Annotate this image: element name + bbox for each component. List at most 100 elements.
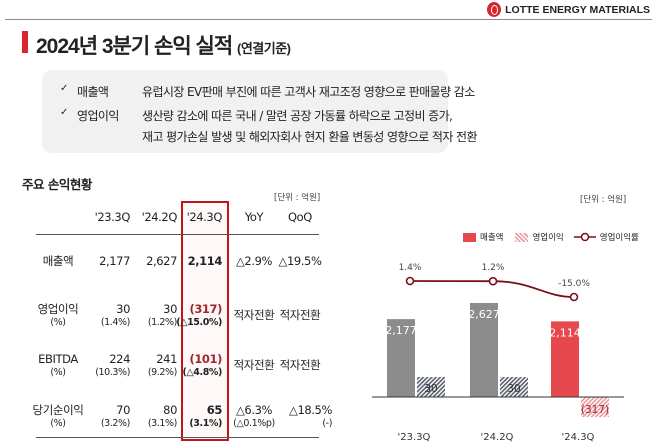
table-cell: 30 (1.4%) <box>70 302 131 329</box>
row-label: 매출액 <box>20 255 96 268</box>
cell-sub-value: (10.3%) <box>95 367 130 378</box>
x-tick-label: '24.3Q <box>562 432 595 443</box>
operating-profit-bar <box>581 397 609 417</box>
table-bottom-divider <box>36 437 319 438</box>
cell-sub-value: (△15.0%) <box>176 317 222 328</box>
cell-sub-value: (3.2%) <box>100 418 131 429</box>
operating-profit-bar <box>500 377 528 397</box>
cell-value: 적자전환 <box>233 358 275 372</box>
chart-unit: [단위 : 억원] <box>580 195 627 205</box>
cell-value: 2,177 <box>99 254 130 268</box>
table-cell: 2,627 <box>117 255 177 268</box>
table-cell: 224 (10.3%) <box>70 353 130 379</box>
cell-value: △18.5% <box>289 403 332 417</box>
table-unit: [단위 : 억원] <box>274 193 321 203</box>
cell-value: 224 <box>109 352 130 366</box>
row-label: 영업이익 (%) <box>20 303 96 329</box>
chart-legend: 매출액 영업이익 영업이익률 <box>463 231 639 243</box>
table-cell: (317) (△15.0%) <box>162 303 222 329</box>
cell-value: 80 <box>163 403 177 417</box>
cell-sub-value: (3.1%) <box>189 418 222 429</box>
table-cell: 2,177 <box>70 255 130 268</box>
cell-sub-value: (-) <box>322 418 332 429</box>
logo-mark-icon <box>487 2 502 17</box>
cell-value: 30 <box>116 302 130 316</box>
cell-value: 2,114 <box>187 254 223 268</box>
margin-point <box>488 276 498 286</box>
column-header: QoQ <box>288 210 312 224</box>
cell-sub-value: (9.2%) <box>147 367 178 378</box>
revenue-bar <box>470 303 498 397</box>
cell-sub-value: (1.4%) <box>100 317 131 328</box>
operating-profit-label: 30 <box>424 383 437 395</box>
column-header: '23.3Q <box>94 210 131 224</box>
table-cell: 적자전환 <box>268 309 332 322</box>
summary-label: 매출액 <box>77 85 109 99</box>
current-quarter-highlight <box>181 201 229 441</box>
margin-label: 1.4% <box>399 263 422 273</box>
operating-profit-label: 30 <box>507 383 520 395</box>
table-cell: 적자전환 <box>222 309 286 322</box>
legend-label: 영업이익 <box>532 233 564 243</box>
margin-label: 1.2% <box>482 263 505 273</box>
legend-swatch-revenue <box>463 232 476 242</box>
row-label-sub: (%) <box>50 418 66 429</box>
row-label-text: 영업이익 <box>37 302 79 316</box>
cell-sub-value: (3.1%) <box>147 418 178 429</box>
summary-text: 생산량 감소에 따른 국내 / 말련 공장 가동률 하락으로 고정비 증가, <box>142 109 453 123</box>
x-tick-label: '23.3Q <box>398 432 431 443</box>
row-label: 당기순이익 (%) <box>20 404 96 430</box>
title-accent-bar <box>22 31 28 53</box>
operating-profit-label: (317) <box>581 404 609 416</box>
cell-sub-value: (1.2%) <box>147 317 178 328</box>
x-tick-label: '24.2Q <box>481 432 514 443</box>
revenue-label: 2,114 <box>549 326 581 339</box>
summary-box: ✓ 매출액 유럽시장 EV판매 부진에 따른 고객사 재고조정 영향으로 판매물… <box>42 70 478 153</box>
cell-value: 적자전환 <box>279 308 321 322</box>
check-icon: ✓ <box>60 83 68 94</box>
cell-value: 241 <box>156 352 177 366</box>
cell-sub-value: (△0.1%p) <box>233 418 275 429</box>
table-cell: △18.5% (-) <box>268 404 332 430</box>
legend-line-marker-icon <box>573 232 596 242</box>
legend-swatch-operating-profit <box>515 232 529 242</box>
profit-chart: 2,177 2,627 2,114 30 30 (317) 1.4% 1.2% -15.0% '2… <box>372 263 624 443</box>
cell-value: △19.5% <box>278 254 322 268</box>
margin-label: -15.0% <box>558 279 590 289</box>
cell-value: △6.3% <box>235 403 273 417</box>
column-header: YoY <box>244 210 264 224</box>
legend-label: 매출액 <box>480 233 504 243</box>
summary-label: 영업이익 <box>77 109 119 123</box>
title-subtext: (연결기준) <box>236 41 291 56</box>
revenue-label: 2,627 <box>468 308 500 321</box>
table-cell: 241 (9.2%) <box>117 352 178 379</box>
margin-point <box>569 292 579 302</box>
legend-label: 영업이익률 <box>599 233 639 243</box>
table-cell: (101) (△4.8%) <box>162 353 222 379</box>
table-cell: △19.5% <box>268 255 332 268</box>
cell-value: 2,627 <box>146 254 177 268</box>
revenue-bar <box>551 321 579 397</box>
table-cell: 2,114 <box>162 254 223 268</box>
operating-profit-bar <box>417 377 445 397</box>
table-cell: 65 (3.1%) <box>162 404 222 430</box>
table-cell: 70 (3.2%) <box>70 404 131 430</box>
column-header: '24.2Q <box>141 210 178 224</box>
table-cell: △2.9% <box>222 255 286 268</box>
cell-value: 적자전환 <box>279 358 321 372</box>
revenue-label: 2,177 <box>385 324 417 337</box>
page-title: 2024년 3분기 손익 실적 (연결기준) <box>36 30 291 60</box>
cell-value: (101) <box>189 352 222 366</box>
revenue-bar <box>387 319 415 397</box>
table-cell: 적자전환 <box>268 359 332 372</box>
header-divider <box>5 19 652 20</box>
table-cell: △6.3% (△0.1%p) <box>222 404 286 430</box>
summary-text: 유럽시장 EV판매 부진에 따른 고객사 재고조정 영향으로 판매물량 감소 <box>142 85 475 99</box>
table-title: 주요 손익현황 <box>22 177 92 192</box>
row-label: EBITDA (%) <box>20 353 96 379</box>
row-label-text: 당기순이익 <box>32 403 84 417</box>
table-header-divider <box>36 234 319 235</box>
table-cell: 30 (1.2%) <box>117 303 178 329</box>
cell-value: △2.9% <box>235 254 273 268</box>
cell-sub-value: (△4.8%) <box>182 367 222 378</box>
